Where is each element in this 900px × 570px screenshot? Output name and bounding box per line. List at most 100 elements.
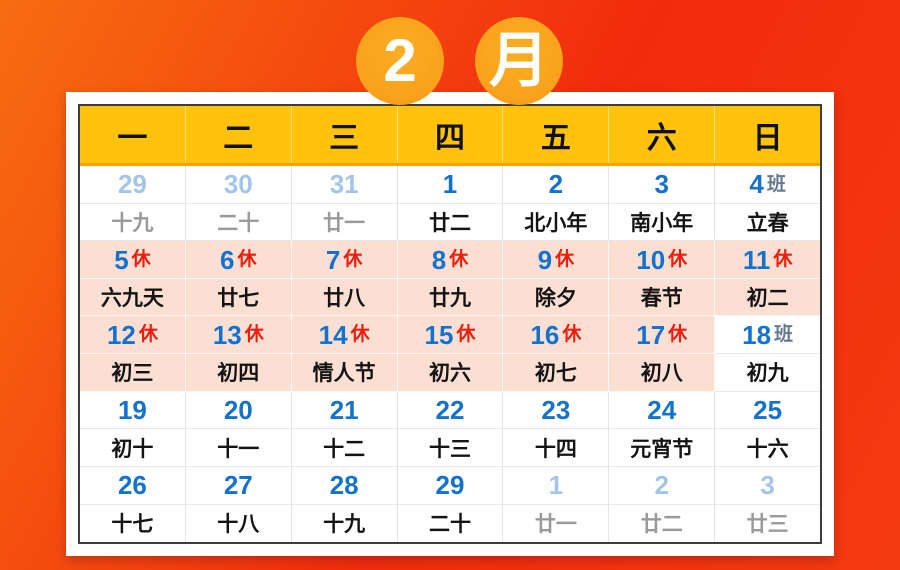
day-cell[interactable]: 6 休廿七 bbox=[185, 241, 292, 317]
lunar-label: 初七 bbox=[503, 354, 609, 392]
day-number: 11 bbox=[742, 244, 771, 275]
day-cell[interactable]: 4 班立春 bbox=[715, 166, 821, 242]
day-cell[interactable]: 8 休廿九 bbox=[397, 241, 504, 317]
weekday-header-row: 一 二 三 四 五 六 日 bbox=[80, 106, 820, 166]
day-cell[interactable]: 25 十六 bbox=[715, 391, 821, 467]
day-cell[interactable]: 27 十八 bbox=[185, 466, 292, 543]
lunar-label: 廿三 bbox=[746, 513, 789, 537]
day-number: 2 bbox=[654, 470, 669, 501]
day-cell[interactable]: 16 休初七 bbox=[503, 316, 610, 392]
day-number: 3 bbox=[654, 169, 669, 200]
day-number-line: 15 休 bbox=[397, 316, 503, 355]
day-number: 26 bbox=[117, 470, 147, 501]
day-number: 13 bbox=[212, 319, 242, 350]
lunar-label: 初三 bbox=[80, 354, 185, 392]
day-cell[interactable]: 2 北小年 bbox=[503, 166, 610, 242]
calendar-card: 一 二 三 四 五 六 日 29 十九 30 二十 31 廿一 1 廿二 2 北小年 3 南小年 4 班立… bbox=[66, 92, 834, 556]
day-number: 29 bbox=[117, 169, 147, 200]
lunar-label: 十六 bbox=[715, 429, 821, 467]
day-cell[interactable]: 20 十一 bbox=[185, 391, 292, 467]
calendar-weeks: 29 十九 30 二十 31 廿一 1 廿二 2 北小年 3 南小年 4 班立春 5 休六九天 6 休廿七 7 休廿八… bbox=[80, 166, 821, 543]
month-number-badge: 2 bbox=[356, 17, 444, 105]
day-number: 4 bbox=[749, 169, 764, 200]
day-cell[interactable]: 29 十九 bbox=[80, 166, 186, 242]
weekday-friday: 五 bbox=[503, 106, 610, 163]
day-cell[interactable]: 26 十七 bbox=[80, 466, 186, 543]
day-number-line: 31 bbox=[291, 166, 397, 204]
day-cell[interactable]: 28 十九 bbox=[291, 466, 398, 543]
day-cell[interactable]: 29 二十 bbox=[397, 466, 504, 543]
day-cell[interactable]: 23 十四 bbox=[503, 391, 610, 467]
day-number-line: 22 bbox=[397, 392, 503, 430]
day-cell[interactable]: 19 初十 bbox=[80, 391, 186, 467]
day-cell[interactable]: 15 休初六 bbox=[397, 316, 504, 392]
weekday-sunday: 日 bbox=[752, 121, 783, 155]
day-number-line: 13 休 bbox=[185, 316, 291, 355]
calendar-week-row: 26 十七 27 十八 28 十九 29 二十 1 廿一 2 廿二 3 廿三 bbox=[80, 466, 821, 543]
day-number-line: 20 bbox=[185, 392, 291, 430]
day-number: 21 bbox=[329, 394, 359, 425]
day-cell[interactable]: 11 休初二 bbox=[715, 241, 821, 317]
lunar-label: 立春 bbox=[715, 204, 821, 242]
work-day-marker: 班 bbox=[774, 324, 794, 346]
day-number: 23 bbox=[541, 394, 571, 425]
day-cell[interactable]: 10 休春节 bbox=[609, 241, 716, 317]
day-cell[interactable]: 1 廿二 bbox=[397, 166, 504, 242]
day-cell[interactable]: 1 廿一 bbox=[503, 466, 610, 543]
lunar-label: 初六 bbox=[397, 354, 503, 392]
day-number: 27 bbox=[223, 470, 253, 501]
day-cell[interactable]: 3 南小年 bbox=[609, 166, 716, 242]
day-number-line: 10 休 bbox=[609, 241, 715, 279]
day-number: 29 bbox=[435, 470, 465, 501]
day-cell[interactable]: 9 休除夕 bbox=[503, 241, 610, 317]
rest-day-marker: 休 bbox=[449, 249, 469, 270]
day-cell[interactable]: 17 休初八 bbox=[609, 316, 716, 392]
day-cell[interactable]: 7 休廿八 bbox=[291, 241, 398, 317]
rest-day-marker: 休 bbox=[456, 324, 476, 346]
lunar-label: 廿九 bbox=[397, 279, 503, 317]
day-number-line: 24 bbox=[609, 392, 715, 430]
day-number: 10 bbox=[636, 244, 666, 275]
day-number-line: 23 bbox=[503, 392, 609, 430]
lunar-label: 廿一 bbox=[291, 204, 397, 242]
day-cell[interactable]: 30 二十 bbox=[185, 166, 292, 242]
day-cell[interactable]: 18 班初九 bbox=[715, 316, 821, 392]
lunar-label: 初九 bbox=[715, 354, 821, 392]
lunar-label: 初八 bbox=[609, 354, 715, 392]
day-number: 1 bbox=[442, 169, 458, 200]
day-number-line: 26 bbox=[80, 467, 185, 505]
day-cell[interactable]: 21 十二 bbox=[291, 391, 398, 467]
day-cell[interactable]: 13 休初四 bbox=[185, 316, 292, 392]
lunar-label: 廿二 bbox=[397, 204, 503, 242]
day-number-line: 29 bbox=[80, 166, 185, 204]
day-number-line: 1 bbox=[503, 467, 609, 505]
weekday-tuesday: 二 bbox=[186, 106, 292, 163]
rest-day-marker: 休 bbox=[668, 324, 688, 346]
day-cell[interactable]: 31 廿一 bbox=[291, 166, 398, 242]
lunar-label: 十九 bbox=[323, 513, 366, 537]
work-day-marker: 班 bbox=[766, 173, 786, 195]
day-number-line: 3 bbox=[715, 467, 821, 505]
day-cell[interactable]: 24 元宵节 bbox=[609, 391, 716, 467]
lunar-label: 十九 bbox=[80, 204, 185, 242]
day-cell[interactable]: 14 休情人节 bbox=[291, 316, 398, 392]
day-number: 28 bbox=[329, 470, 359, 501]
weekday-wednesday: 三 bbox=[292, 106, 398, 163]
day-cell[interactable]: 2 廿二 bbox=[609, 466, 716, 543]
month-character: 月 bbox=[489, 27, 549, 94]
lunar-label: 南小年 bbox=[609, 204, 715, 242]
day-cell[interactable]: 12 休初三 bbox=[80, 316, 186, 392]
lunar-label: 廿一 bbox=[534, 513, 577, 537]
day-number-line: 25 bbox=[715, 392, 821, 430]
day-number: 22 bbox=[435, 394, 465, 425]
lunar-label: 十一 bbox=[185, 429, 291, 467]
day-number: 1 bbox=[548, 470, 564, 501]
day-cell[interactable]: 3 廿三 bbox=[715, 466, 821, 543]
day-cell[interactable]: 22 十三 bbox=[397, 391, 504, 467]
calendar-week-row: 29 十九 30 二十 31 廿一 1 廿二 2 北小年 3 南小年 4 班立春 bbox=[80, 166, 821, 242]
lunar-label: 十四 bbox=[503, 429, 609, 467]
day-cell[interactable]: 5 休六九天 bbox=[80, 241, 186, 317]
day-number-line: 30 bbox=[185, 166, 291, 204]
